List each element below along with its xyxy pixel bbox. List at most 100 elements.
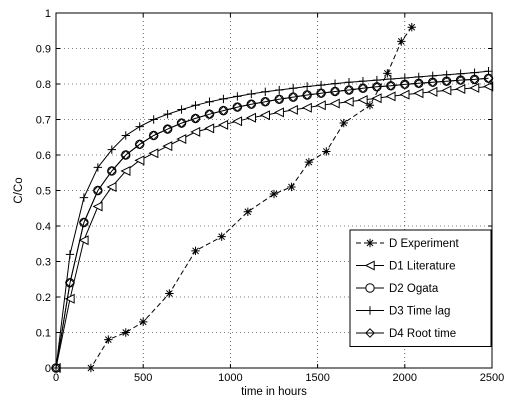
data-point	[358, 83, 368, 94]
data-point	[275, 85, 284, 95]
y-tick-label: 1	[45, 8, 51, 20]
legend-label: D1 Literature	[389, 261, 455, 273]
data-point	[148, 148, 159, 159]
data-point	[107, 145, 117, 154]
data-point	[385, 80, 396, 91]
legend-marker	[365, 328, 375, 338]
data-point	[78, 235, 89, 246]
y-tick-label: 0.6	[36, 150, 51, 162]
legend-label: D Experiment	[389, 238, 459, 250]
data-point	[120, 165, 131, 176]
data-point	[302, 82, 312, 91]
data-point	[259, 110, 270, 121]
data-point	[427, 77, 438, 88]
series-5	[51, 73, 494, 373]
data-point	[162, 124, 173, 134]
data-point	[261, 87, 270, 97]
x-tick-label: 1500	[305, 372, 329, 384]
x-tick-label: 2000	[393, 372, 417, 384]
data-point	[304, 157, 314, 167]
legend-marker	[364, 260, 375, 271]
ticks: 0 500 1000 1500 2000 2500 0 0.1 0.2 0.3 0.4 0.5 0.6 0…	[36, 8, 505, 384]
data-point	[191, 246, 200, 256]
y-tick-label: 0.3	[36, 257, 51, 269]
y-axis-label: C/Co	[13, 177, 25, 203]
x-tick-label: 2500	[480, 372, 504, 384]
data-point	[204, 123, 215, 134]
x-axis-label: time in hours	[241, 386, 307, 398]
data-point	[260, 96, 271, 107]
x-tick-label: 1000	[218, 372, 242, 384]
data-point	[455, 75, 466, 86]
data-point	[64, 293, 75, 304]
data-point	[65, 277, 75, 288]
data-point	[344, 78, 354, 87]
data-point	[232, 116, 243, 127]
data-point	[148, 130, 159, 141]
data-point	[365, 101, 375, 110]
data-point	[191, 101, 200, 110]
data-point	[315, 100, 326, 111]
data-point	[483, 73, 494, 84]
data-point	[78, 217, 89, 228]
series-line	[56, 26, 413, 369]
legend: D Experiment D1 Literature D2 Ogata D3 Time…	[349, 229, 492, 347]
y-tick-label: 0	[45, 363, 51, 375]
y-tick-label: 0.7	[36, 115, 51, 127]
data-point	[288, 92, 299, 103]
data-point	[441, 76, 452, 87]
data-point	[121, 131, 130, 140]
legend-marker	[365, 238, 375, 248]
data-point	[316, 80, 326, 90]
data-point	[469, 74, 480, 85]
data-point	[162, 141, 173, 152]
data-point	[357, 94, 368, 105]
data-point	[441, 85, 452, 96]
data-point	[469, 82, 480, 93]
data-point	[232, 102, 243, 112]
data-point	[92, 201, 103, 212]
legend-label: D3 Time lag	[389, 306, 450, 318]
data-point	[343, 96, 354, 107]
data-point	[316, 88, 326, 99]
data-point	[301, 102, 312, 113]
data-point	[413, 88, 424, 99]
data-point	[287, 182, 296, 192]
series-1	[51, 23, 416, 373]
data-point	[218, 105, 229, 116]
x-tick-label: 500	[134, 372, 152, 384]
data-point	[344, 85, 354, 95]
data-point	[247, 89, 256, 99]
data-point	[246, 99, 257, 110]
data-point	[204, 109, 215, 120]
data-point	[330, 86, 340, 97]
data-point	[106, 166, 117, 176]
data-point	[385, 91, 396, 102]
data-point	[217, 232, 226, 241]
data-point	[288, 84, 298, 93]
data-point	[427, 86, 438, 97]
data-point	[139, 317, 148, 327]
data-point	[205, 97, 214, 106]
data-point	[176, 118, 187, 128]
data-point	[93, 163, 103, 172]
data-point	[218, 119, 229, 130]
data-point	[371, 93, 382, 104]
data-point	[149, 115, 158, 124]
y-tick-label: 0.9	[36, 44, 51, 56]
legend-marker	[365, 306, 375, 315]
data-point	[176, 134, 187, 145]
data-point	[134, 139, 145, 150]
data-point	[302, 90, 313, 100]
data-point	[273, 107, 284, 118]
series-layer	[50, 23, 494, 374]
data-point	[65, 250, 75, 259]
data-point	[383, 69, 392, 78]
data-point	[322, 147, 331, 156]
y-tick-label: 0.1	[36, 328, 51, 340]
x-tick-label: 0	[53, 372, 59, 384]
legend-label: D4 Root time	[389, 328, 456, 340]
data-point	[190, 126, 201, 137]
data-point	[339, 118, 348, 128]
